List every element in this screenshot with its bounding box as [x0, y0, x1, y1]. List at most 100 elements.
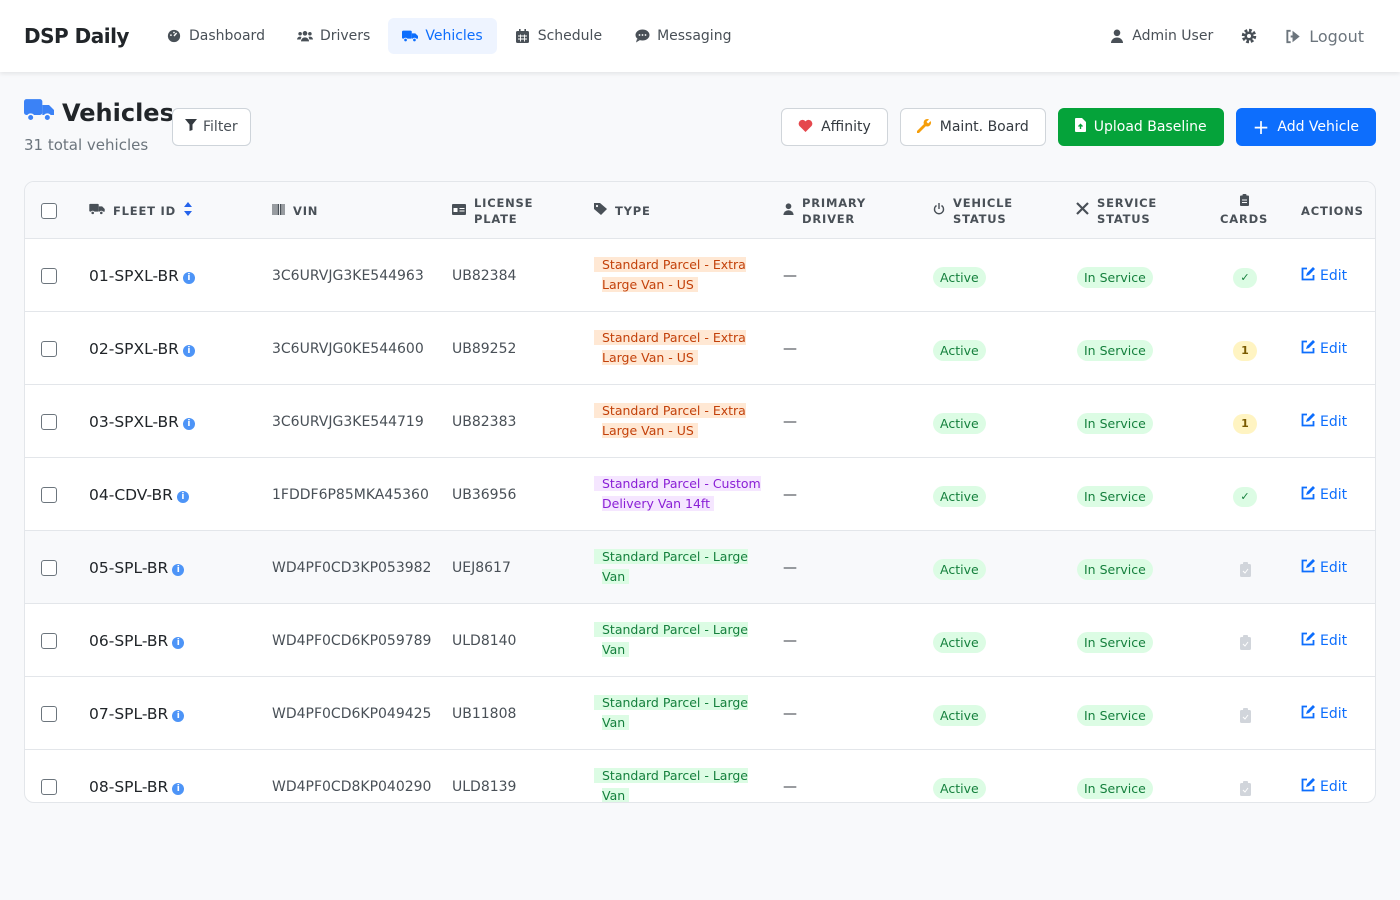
fleet-id[interactable]: 07-SPL-BR i — [89, 677, 185, 750]
nav-dashboard[interactable]: Dashboard — [152, 18, 279, 54]
row-checkbox[interactable] — [41, 486, 57, 503]
edit-button[interactable]: Edit — [1301, 531, 1347, 604]
license-plate: ULD8140 — [452, 632, 517, 649]
cards-cell[interactable]: 1 — [1233, 312, 1257, 385]
affinity-button[interactable]: Affinity — [781, 108, 888, 146]
table-body: 01-SPXL-BR i 3C6URVJG3KE544963 UB82384 St… — [25, 239, 1375, 802]
table-row[interactable]: 06-SPL-BR i WD4PF0CD6KP059789 ULD8140 Sta… — [25, 604, 1375, 677]
row-checkbox[interactable] — [41, 267, 57, 284]
info-icon[interactable]: i — [182, 417, 195, 430]
service-status-badge: In Service — [1077, 778, 1153, 799]
tools-icon — [1076, 202, 1089, 219]
license-plate: UB82383 — [452, 413, 517, 430]
fleet-id[interactable]: 04-CDV-BR i — [89, 458, 189, 531]
header-label: PLATE — [474, 211, 518, 226]
cards-cell[interactable] — [1233, 604, 1257, 677]
cards-cell[interactable] — [1233, 677, 1257, 750]
info-icon[interactable]: i — [172, 563, 185, 576]
logout-button[interactable]: Logout — [1285, 27, 1364, 46]
fleet-id[interactable]: 08-SPL-BR i — [89, 750, 185, 802]
sort-icon[interactable] — [183, 201, 192, 220]
cards-badge[interactable] — [1233, 560, 1257, 580]
upload-baseline-label: Upload Baseline — [1093, 119, 1207, 135]
affinity-label: Affinity — [821, 119, 871, 135]
header-label: DRIVER — [802, 211, 856, 226]
add-vehicle-button[interactable]: + Add Vehicle — [1235, 108, 1376, 146]
edit-icon — [1301, 704, 1315, 723]
license-plate: UB11808 — [452, 705, 517, 722]
nav-schedule[interactable]: Schedule — [501, 18, 616, 54]
edit-button[interactable]: Edit — [1301, 239, 1347, 312]
info-icon[interactable]: i — [182, 271, 195, 284]
edit-button[interactable]: Edit — [1301, 750, 1347, 802]
primary-driver: — — [783, 632, 797, 649]
plus-icon: + — [1252, 115, 1270, 139]
cards-badge[interactable]: ✓ — [1233, 267, 1257, 288]
row-checkbox[interactable] — [41, 778, 57, 795]
select-all-checkbox[interactable] — [41, 202, 57, 219]
cards-cell[interactable]: ✓ — [1233, 239, 1257, 312]
table-row[interactable]: 05-SPL-BR i WD4PF0CD3KP053982 UEJ8617 Sta… — [25, 531, 1375, 604]
cards-cell[interactable] — [1233, 531, 1257, 604]
primary-driver: — — [783, 705, 797, 722]
row-checkbox[interactable] — [41, 413, 57, 430]
cards-badge[interactable]: 1 — [1233, 413, 1257, 434]
info-icon[interactable]: i — [172, 709, 185, 722]
fleet-id-text: 05-SPL-BR — [89, 558, 169, 577]
info-icon[interactable]: i — [172, 636, 185, 649]
info-icon[interactable]: i — [176, 490, 189, 503]
cards-cell[interactable]: ✓ — [1233, 458, 1257, 531]
info-icon[interactable]: i — [182, 344, 195, 357]
row-checkbox[interactable] — [41, 340, 57, 357]
info-icon[interactable]: i — [172, 782, 185, 795]
table-row[interactable]: 04-CDV-BR i 1FDDF6P85MKA45360 UB36956 Sta… — [25, 458, 1375, 531]
power-icon — [933, 202, 945, 219]
cards-badge[interactable] — [1233, 706, 1257, 726]
edit-button[interactable]: Edit — [1301, 458, 1347, 531]
cards-cell[interactable]: 1 — [1233, 385, 1257, 458]
license-plate: UB89252 — [452, 340, 517, 357]
vehicle-status-badge: Active — [933, 267, 986, 288]
nav-messaging[interactable]: Messaging — [620, 18, 745, 54]
license-plate: UB82384 — [452, 267, 517, 284]
column-fleet-id[interactable]: FLEET ID — [89, 182, 192, 239]
fleet-id-text: 02-SPXL-BR — [89, 339, 179, 358]
filter-button[interactable]: Filter — [172, 108, 251, 146]
service-status-badge: In Service — [1077, 486, 1153, 507]
row-checkbox[interactable] — [41, 705, 57, 722]
fleet-id-text: 04-CDV-BR — [89, 485, 173, 504]
cards-badge[interactable]: ✓ — [1233, 486, 1257, 507]
edit-button[interactable]: Edit — [1301, 677, 1347, 750]
table-row[interactable]: 07-SPL-BR i WD4PF0CD6KP049425 UB11808 Sta… — [25, 677, 1375, 750]
cards-badge[interactable]: 1 — [1233, 340, 1257, 361]
fleet-id[interactable]: 02-SPXL-BR i — [89, 312, 195, 385]
nav-drivers[interactable]: Drivers — [283, 18, 384, 54]
fleet-id[interactable]: 03-SPXL-BR i — [89, 385, 195, 458]
cards-badge[interactable] — [1233, 633, 1257, 653]
maint-board-button[interactable]: Maint. Board — [899, 108, 1046, 146]
table-row[interactable]: 01-SPXL-BR i 3C6URVJG3KE544963 UB82384 St… — [25, 239, 1375, 312]
vehicle-status-badge: Active — [933, 778, 986, 799]
truck-icon — [402, 28, 419, 44]
fleet-id[interactable]: 01-SPXL-BR i — [89, 239, 195, 312]
row-checkbox[interactable] — [41, 632, 57, 649]
fleet-id[interactable]: 05-SPL-BR i — [89, 531, 185, 604]
table-row[interactable]: 08-SPL-BR i WD4PF0CD8KP040290 ULD8139 Sta… — [25, 750, 1375, 802]
cards-badge[interactable] — [1233, 779, 1257, 799]
nav-label: Messaging — [657, 28, 732, 44]
header-label: SERVICE — [1097, 195, 1158, 210]
cards-cell[interactable] — [1233, 750, 1257, 802]
nav-vehicles[interactable]: Vehicles — [388, 18, 497, 54]
edit-button[interactable]: Edit — [1301, 385, 1347, 458]
brand-logo[interactable]: DSP Daily — [24, 24, 129, 48]
edit-button[interactable]: Edit — [1301, 604, 1347, 677]
user-menu[interactable]: Admin User — [1109, 28, 1213, 44]
edit-icon — [1301, 777, 1315, 796]
gear-icon[interactable] — [1241, 28, 1257, 44]
upload-baseline-button[interactable]: Upload Baseline — [1057, 108, 1224, 146]
table-row[interactable]: 02-SPXL-BR i 3C6URVJG0KE544600 UB89252 St… — [25, 312, 1375, 385]
edit-button[interactable]: Edit — [1301, 312, 1347, 385]
table-row[interactable]: 03-SPXL-BR i 3C6URVJG3KE544719 UB82383 St… — [25, 385, 1375, 458]
row-checkbox[interactable] — [41, 559, 57, 576]
fleet-id[interactable]: 06-SPL-BR i — [89, 604, 185, 677]
